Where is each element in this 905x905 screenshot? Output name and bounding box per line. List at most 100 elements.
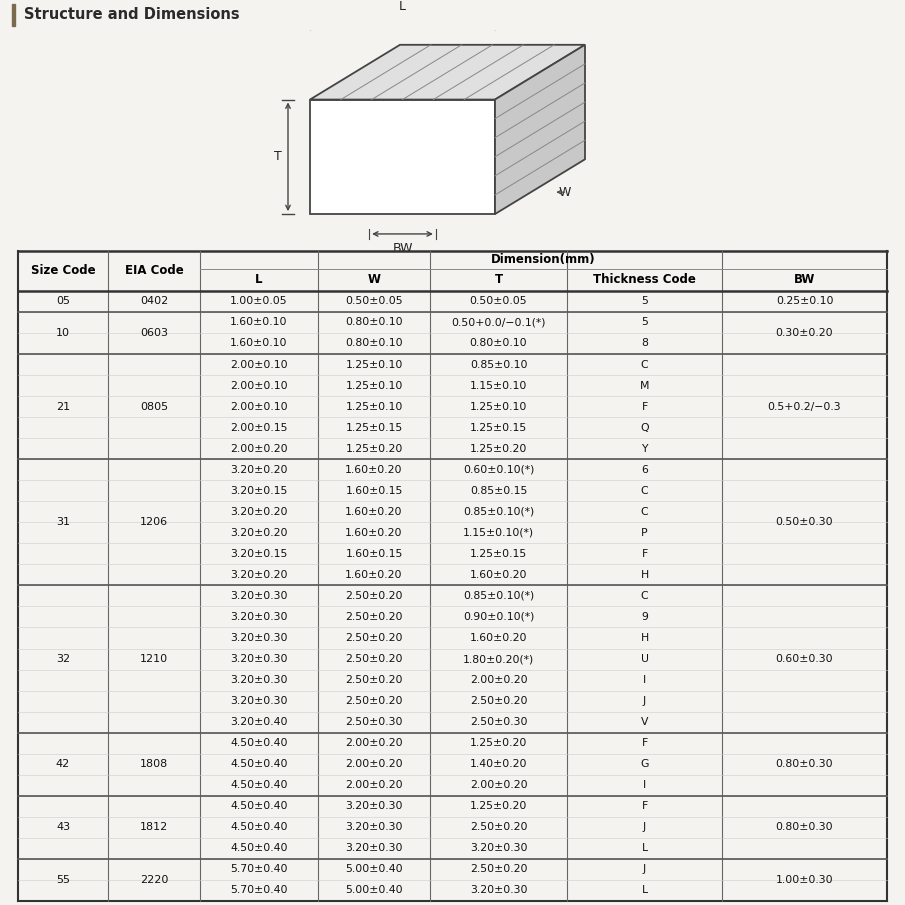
Text: 2.00±0.10: 2.00±0.10 [230,359,288,369]
Text: 3.20±0.15: 3.20±0.15 [230,486,288,496]
Text: 42: 42 [56,759,70,769]
Text: 1.25±0.15: 1.25±0.15 [346,423,403,433]
Text: 1.60±0.20: 1.60±0.20 [345,464,403,475]
Text: 2.50±0.20: 2.50±0.20 [470,823,528,833]
Text: J: J [643,864,646,874]
Text: 3.20±0.30: 3.20±0.30 [230,612,288,622]
Text: 1.60±0.20: 1.60±0.20 [470,570,528,580]
Text: 3.20±0.15: 3.20±0.15 [230,548,288,559]
Text: 2.50±0.20: 2.50±0.20 [345,591,403,601]
Text: Y: Y [642,443,648,453]
Text: 5: 5 [641,318,648,328]
Text: 0.50±0.05: 0.50±0.05 [470,297,528,307]
Text: 4.50±0.40: 4.50±0.40 [230,843,288,853]
Text: 8: 8 [641,338,648,348]
Text: 0.50±0.05: 0.50±0.05 [345,297,403,307]
Text: 31: 31 [56,518,70,528]
Text: 1.40±0.20: 1.40±0.20 [470,759,528,769]
Text: W: W [367,273,380,286]
Text: 1.00±0.30: 1.00±0.30 [776,875,834,885]
Text: 1.25±0.10: 1.25±0.10 [470,402,528,412]
Text: 3.20±0.30: 3.20±0.30 [345,823,403,833]
Text: 2.50±0.20: 2.50±0.20 [470,864,528,874]
Text: H: H [641,570,649,580]
Text: H: H [641,633,649,643]
Text: 3.20±0.30: 3.20±0.30 [230,675,288,685]
Text: 5.70±0.40: 5.70±0.40 [230,864,288,874]
Text: M: M [640,380,649,391]
Text: W: W [558,186,571,198]
Text: 0.85±0.10(*): 0.85±0.10(*) [462,507,534,517]
Text: 4.50±0.40: 4.50±0.40 [230,780,288,790]
Text: BW: BW [392,242,413,255]
Text: 5.70±0.40: 5.70±0.40 [230,885,288,895]
Text: 3.20±0.30: 3.20±0.30 [470,885,528,895]
Text: 1.80±0.20(*): 1.80±0.20(*) [462,654,534,664]
Polygon shape [495,44,585,214]
Text: 1.25±0.10: 1.25±0.10 [346,380,403,391]
Text: 3.20±0.30: 3.20±0.30 [230,591,288,601]
Text: I: I [643,780,646,790]
Text: 4.50±0.40: 4.50±0.40 [230,738,288,748]
Text: T: T [494,273,502,286]
Text: 2.00±0.20: 2.00±0.20 [345,780,403,790]
Text: L: L [255,273,262,286]
Text: 4.50±0.40: 4.50±0.40 [230,801,288,811]
Text: 3.20±0.30: 3.20±0.30 [470,843,528,853]
Text: F: F [642,738,648,748]
Text: 1.60±0.15: 1.60±0.15 [346,548,403,559]
Text: Q: Q [640,423,649,433]
Text: 1.60±0.20: 1.60±0.20 [345,528,403,538]
Text: 1.25±0.20: 1.25±0.20 [470,443,528,453]
Text: Size Code: Size Code [31,264,95,277]
Text: 0.85±0.15: 0.85±0.15 [470,486,528,496]
Text: C: C [641,507,648,517]
Text: 2220: 2220 [139,875,168,885]
Text: 1.15±0.10: 1.15±0.10 [470,380,528,391]
Text: 1.60±0.15: 1.60±0.15 [346,486,403,496]
Text: 5.00±0.40: 5.00±0.40 [345,885,403,895]
Text: 55: 55 [56,875,70,885]
Text: 0402: 0402 [140,297,168,307]
Text: V: V [641,717,648,728]
Text: F: F [642,801,648,811]
Text: 1.25±0.20: 1.25±0.20 [470,801,528,811]
Text: L: L [399,0,406,13]
Text: 1.25±0.20: 1.25±0.20 [346,443,403,453]
Text: L: L [642,843,648,853]
Text: 3.20±0.30: 3.20±0.30 [345,801,403,811]
Text: 2.00±0.20: 2.00±0.20 [470,675,528,685]
Text: 0.80±0.30: 0.80±0.30 [776,759,834,769]
Text: C: C [641,591,648,601]
Text: 5.00±0.40: 5.00±0.40 [345,864,403,874]
Text: 2.50±0.20: 2.50±0.20 [345,654,403,664]
Text: 3.20±0.20: 3.20±0.20 [230,464,288,475]
Polygon shape [310,100,495,214]
Text: 0.50±0.30: 0.50±0.30 [776,518,834,528]
Text: 3.20±0.20: 3.20±0.20 [230,507,288,517]
Text: C: C [641,486,648,496]
Text: 0805: 0805 [140,402,168,412]
Text: 0.30±0.20: 0.30±0.20 [776,328,834,338]
Text: 1812: 1812 [140,823,168,833]
Text: 0.60±0.10(*): 0.60±0.10(*) [462,464,534,475]
Text: F: F [642,402,648,412]
Text: 2.50±0.20: 2.50±0.20 [345,633,403,643]
Text: 2.00±0.20: 2.00±0.20 [345,738,403,748]
Text: 32: 32 [56,654,70,664]
Text: 2.50±0.20: 2.50±0.20 [470,696,528,706]
Text: 1808: 1808 [140,759,168,769]
Text: 10: 10 [56,328,70,338]
Text: G: G [641,759,649,769]
Text: P: P [641,528,648,538]
Text: 1206: 1206 [140,518,168,528]
Text: 0.50+0.0/−0.1(*): 0.50+0.0/−0.1(*) [452,318,546,328]
Text: 1.25±0.10: 1.25±0.10 [346,359,403,369]
Text: 0.80±0.10: 0.80±0.10 [345,338,403,348]
Text: 1.15±0.10(*): 1.15±0.10(*) [463,528,534,538]
Text: U: U [641,654,649,664]
Text: 0.60±0.30: 0.60±0.30 [776,654,834,664]
Text: 0.85±0.10: 0.85±0.10 [470,359,528,369]
Text: BW: BW [794,273,815,286]
Text: 0.80±0.30: 0.80±0.30 [776,823,834,833]
